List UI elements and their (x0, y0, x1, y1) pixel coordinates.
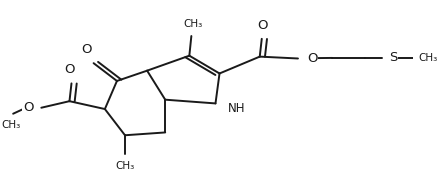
Text: CH₃: CH₃ (1, 120, 21, 130)
Text: CH₃: CH₃ (418, 53, 438, 63)
Text: O: O (81, 43, 92, 56)
Text: NH: NH (228, 102, 245, 115)
Text: O: O (257, 19, 268, 32)
Text: O: O (23, 101, 33, 114)
Text: CH₃: CH₃ (115, 161, 134, 171)
Text: S: S (389, 51, 398, 64)
Text: O: O (307, 52, 317, 65)
Text: O: O (64, 63, 75, 76)
Text: CH₃: CH₃ (184, 19, 203, 28)
